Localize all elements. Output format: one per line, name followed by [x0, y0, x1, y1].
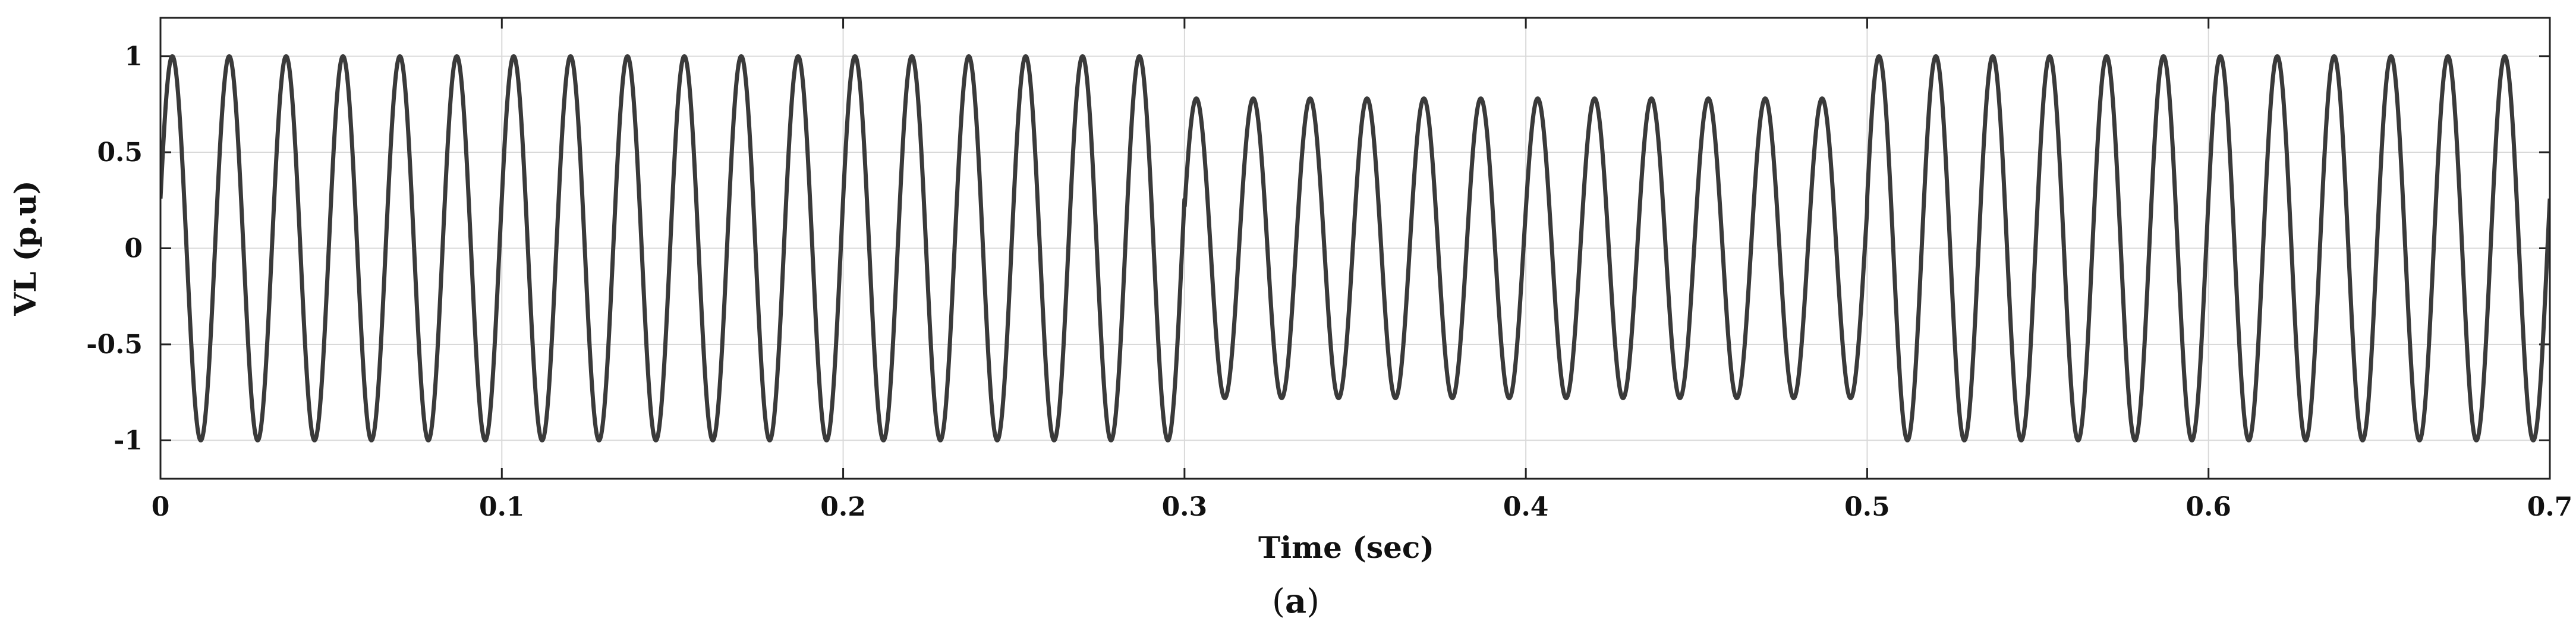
x-axis-label: Time (sec) [1258, 530, 1434, 565]
figure-caption: (a) [1272, 582, 1320, 621]
x-tick-label: 0.7 [2527, 492, 2573, 522]
x-tick-label: 0.5 [1844, 492, 1890, 522]
x-tick-label: 0.4 [1503, 492, 1549, 522]
y-tick-label: 0 [124, 234, 143, 264]
y-tick-labels: 1 0.5 0 -0.5 -1 [86, 42, 143, 456]
y-tick-label: -1 [114, 425, 143, 456]
x-tick-label: 0.1 [479, 492, 525, 522]
voltage-series-line [160, 54, 2550, 442]
x-tick-label: 0 [152, 492, 170, 522]
x-tick-label: 0.6 [2185, 492, 2231, 522]
y-axis-label: VL (p.u) [8, 180, 43, 316]
y-tick-label: -0.5 [86, 329, 143, 360]
y-tick-label: 1 [124, 42, 143, 72]
y-tick-label: 0.5 [97, 137, 143, 168]
x-tick-label: 0.3 [1162, 492, 1208, 522]
x-tick-label: 0.2 [820, 492, 866, 522]
plot-frame [159, 17, 2551, 480]
x-tick-labels: 0 0.1 0.2 0.3 0.4 0.5 0.6 0.7 [152, 492, 2573, 522]
